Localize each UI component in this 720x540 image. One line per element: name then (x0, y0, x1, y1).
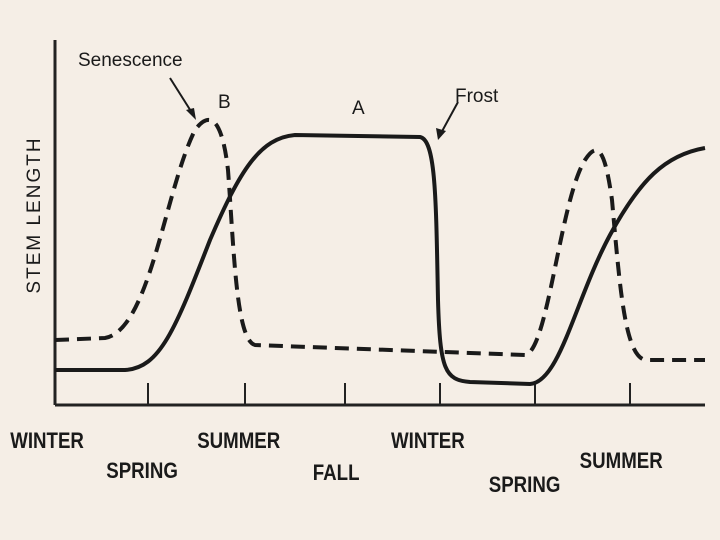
annotation: A (352, 98, 365, 119)
annotation: Senescence (78, 50, 183, 71)
season-label: SPRING (106, 460, 178, 484)
frost-arrow (439, 101, 459, 136)
height-curve (54, 118, 705, 362)
season-label: FALL (313, 462, 360, 486)
annotation: Frost (455, 86, 499, 107)
season-ticks (147, 383, 631, 405)
season-label: WINTER (391, 430, 465, 454)
annotation: B (218, 92, 231, 113)
frost-arrowhead (436, 128, 446, 140)
axis-label: STEM LENGTH (24, 136, 45, 293)
senescence-arrowhead (186, 108, 196, 120)
season-label: SUMMER (580, 450, 663, 474)
stem-length-curve (55, 132, 706, 387)
season-label: SUMMER (197, 430, 280, 454)
season-label: SPRING (489, 474, 561, 498)
season-label: WINTER (10, 430, 84, 454)
